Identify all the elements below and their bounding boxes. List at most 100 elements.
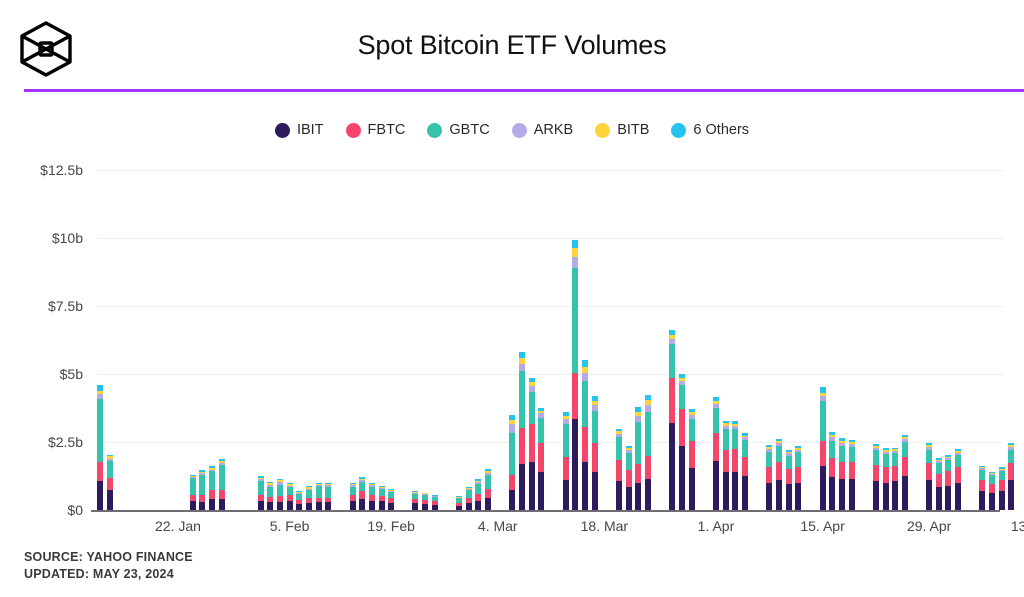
bar-segment-ibit (645, 478, 651, 510)
bar-segment-gbtc (199, 474, 206, 496)
bar-column[interactable] (935, 458, 942, 510)
bar-column[interactable] (475, 479, 482, 510)
bar-column[interactable] (635, 407, 642, 510)
bar-column[interactable] (276, 478, 283, 510)
bar-column[interactable] (945, 455, 952, 510)
legend-item-bitb[interactable]: BITB (595, 122, 649, 138)
bar-column[interactable] (325, 482, 332, 510)
bar-column[interactable] (359, 477, 366, 510)
bar-segment-bitb (562, 416, 569, 420)
bar-column[interactable] (465, 486, 472, 510)
bar-column[interactable] (562, 412, 569, 510)
bar-segment-ibit (785, 484, 792, 510)
bar-column[interactable] (645, 394, 651, 510)
bar-column[interactable] (286, 483, 293, 510)
bar-column[interactable] (296, 491, 303, 510)
bar-column[interactable] (712, 397, 719, 510)
bar-column[interactable] (1008, 443, 1015, 510)
bar-column[interactable] (838, 438, 845, 510)
bar-column[interactable] (422, 492, 429, 510)
bar-column[interactable] (998, 467, 1005, 510)
bar-segment-ibit (635, 482, 642, 510)
bar-segment-6-others (189, 474, 196, 477)
bar-column[interactable] (456, 496, 463, 510)
bar-column[interactable] (785, 449, 792, 510)
bar-segment-arkb (325, 485, 332, 487)
bar-column[interactable] (572, 239, 579, 510)
legend-item-arkb[interactable]: ARKB (511, 122, 573, 138)
bar-column[interactable] (848, 439, 855, 510)
legend-item-6-others[interactable]: 6 Others (671, 122, 749, 138)
bar-column[interactable] (97, 385, 103, 510)
bar-column[interactable] (732, 420, 739, 510)
bar-segment-bitb (795, 448, 802, 450)
bar-segment-gbtc (669, 344, 676, 379)
bar-column[interactable] (378, 485, 385, 510)
bar-column[interactable] (819, 386, 826, 510)
bar-segment-gbtc (732, 429, 739, 449)
bar-segment-ibit (538, 471, 545, 510)
bar-column[interactable] (388, 489, 395, 510)
bar-column[interactable] (509, 415, 516, 510)
bar-column[interactable] (901, 434, 908, 510)
bar-segment-ibit (935, 486, 942, 510)
bar-column[interactable] (625, 445, 632, 510)
bar-column[interactable] (892, 447, 899, 510)
legend-item-fbtc[interactable]: FBTC (345, 122, 405, 138)
bar-column[interactable] (368, 482, 375, 510)
bar-column[interactable] (267, 482, 274, 510)
bar-column[interactable] (412, 491, 419, 510)
bar-column[interactable] (485, 468, 492, 510)
bar-column[interactable] (528, 377, 535, 510)
bar-segment-6-others (722, 420, 729, 424)
bar-column[interactable] (741, 433, 748, 510)
bar-column[interactable] (431, 494, 438, 510)
bar-column[interactable] (989, 471, 996, 510)
bar-column[interactable] (688, 409, 695, 510)
bar-column[interactable] (305, 486, 312, 510)
bar-column[interactable] (218, 458, 225, 510)
legend-item-ibit[interactable]: IBIT (274, 122, 324, 138)
bar-column[interactable] (582, 360, 589, 510)
bar-segment-fbtc (519, 428, 526, 464)
bar-segment-6-others (741, 433, 748, 436)
bar-column[interactable] (872, 443, 879, 510)
bar-segment-bitb (218, 460, 225, 463)
bar-column[interactable] (669, 329, 676, 510)
bar-column[interactable] (882, 448, 889, 510)
bar-column[interactable] (199, 470, 206, 510)
bar-column[interactable] (349, 482, 356, 510)
bar-column[interactable] (775, 438, 782, 510)
bar-column[interactable] (591, 396, 598, 510)
y-axis-labels: $0 $2.5b $5b $7.5b $10b $12.5b (0, 162, 1024, 518)
bar-segment-fbtc (305, 498, 312, 503)
bar-column[interactable] (926, 443, 933, 510)
bar-column[interactable] (616, 428, 623, 510)
bar-column[interactable] (795, 445, 802, 510)
bar-segment-fbtc (766, 466, 773, 483)
bar-column[interactable] (257, 476, 264, 510)
bar-segment-gbtc (349, 486, 356, 496)
bar-column[interactable] (538, 407, 545, 510)
bar-segment-bitb (208, 467, 215, 470)
bar-segment-arkb (616, 433, 623, 438)
bar-column[interactable] (722, 420, 729, 510)
bar-segment-gbtc (368, 486, 375, 495)
bar-segment-fbtc (412, 499, 419, 504)
bar-segment-arkb (935, 461, 942, 463)
bar-column[interactable] (766, 445, 773, 510)
bar-column[interactable] (189, 474, 196, 510)
bar-column[interactable] (955, 449, 962, 510)
bar-segment-arkb (465, 488, 472, 491)
bar-column[interactable] (678, 374, 685, 510)
bar-column[interactable] (208, 466, 215, 510)
bar-segment-6-others (625, 445, 632, 449)
legend-item-gbtc[interactable]: GBTC (427, 122, 490, 138)
bar-column[interactable] (106, 454, 113, 510)
bar-column[interactable] (829, 432, 836, 510)
bar-column[interactable] (315, 482, 322, 510)
bar-column[interactable] (519, 352, 526, 510)
bar-segment-ibit (926, 480, 933, 510)
bar-column[interactable] (979, 465, 986, 510)
bar-segment-bitb (775, 441, 782, 444)
